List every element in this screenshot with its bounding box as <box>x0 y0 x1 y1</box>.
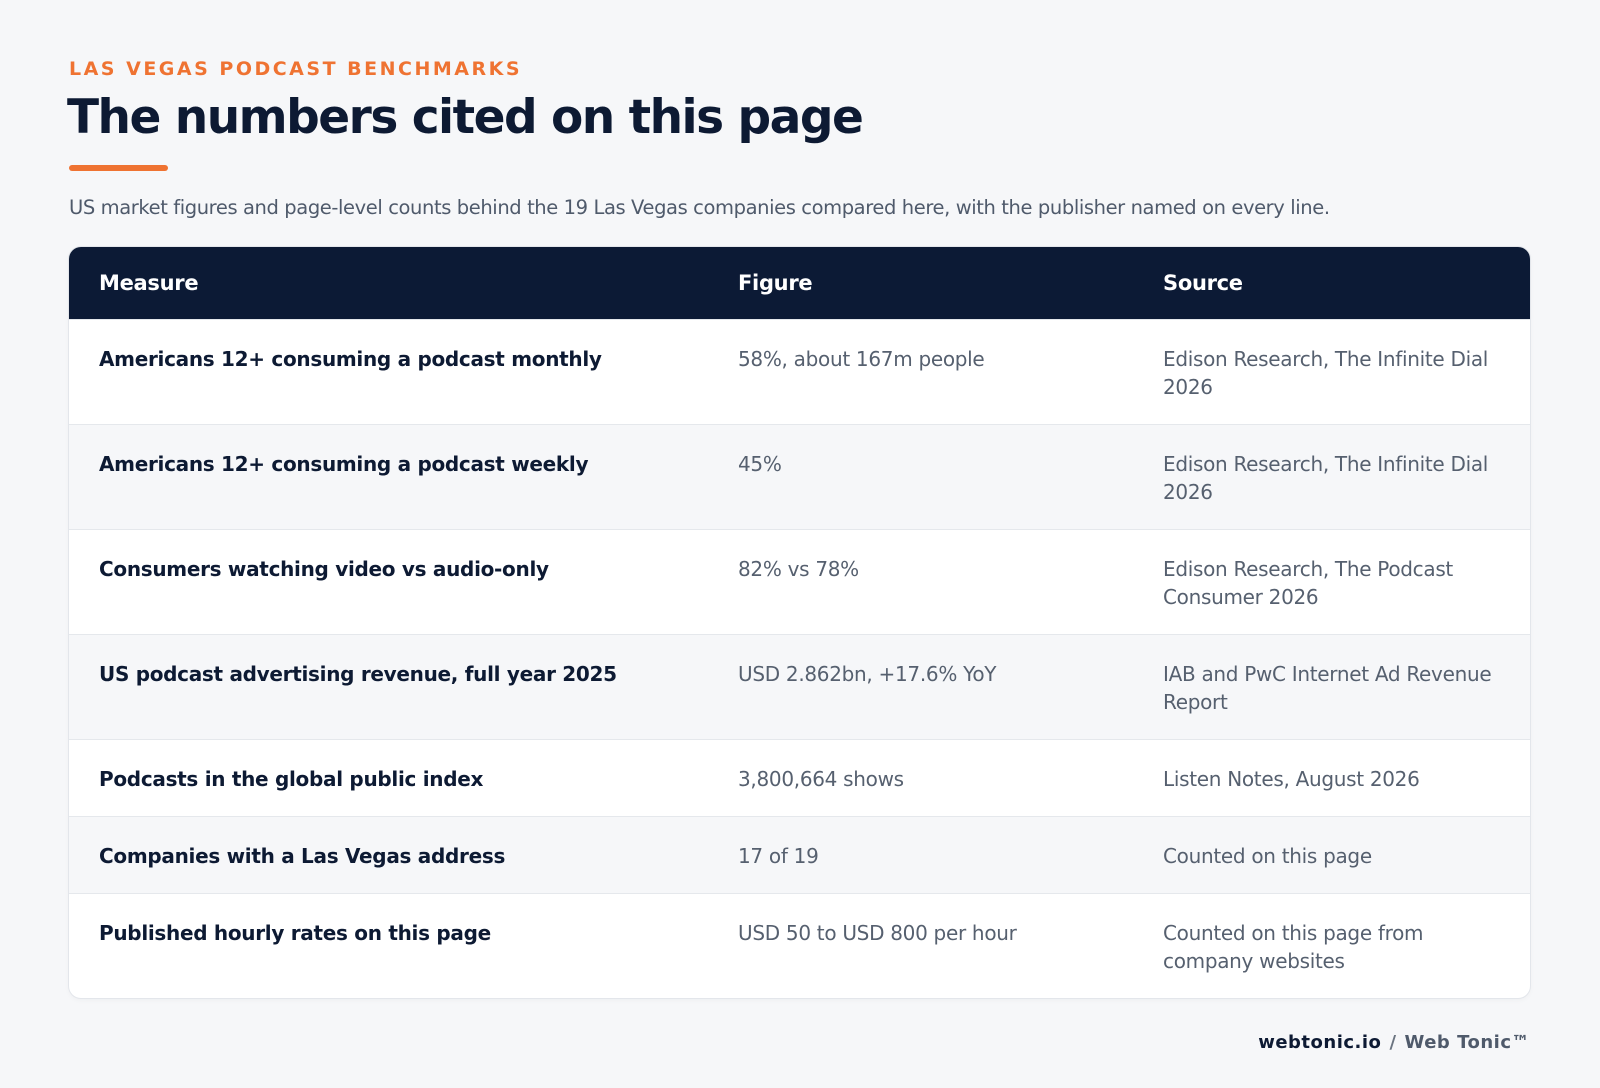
table-row: US podcast advertising revenue, full yea… <box>69 634 1530 740</box>
table-row: Companies with a Las Vegas address 17 of … <box>69 816 1530 894</box>
figure-cell: USD 50 to USD 800 per hour <box>708 893 1133 998</box>
figure-cell: 45% <box>708 424 1133 530</box>
table-row: Americans 12+ consuming a podcast weekly… <box>69 424 1530 530</box>
source-cell: IAB and PwC Internet Ad Revenue Report <box>1133 634 1530 740</box>
footer: webtonic.io / Web Tonic™ <box>1258 1032 1530 1053</box>
table-row: Podcasts in the global public index 3,800… <box>69 739 1530 817</box>
title-underline <box>69 165 168 171</box>
table: Measure Figure Source Americans 12+ consum… <box>69 247 1530 998</box>
eyebrow: LAS VEGAS PODCAST BENCHMARKS <box>69 58 523 80</box>
source-cell: Edison Research, The Podcast Consumer 20… <box>1133 529 1530 635</box>
footer-brand: Web Tonic™ <box>1404 1032 1530 1053</box>
source-cell: Edison Research, The Infinite Dial 2026 <box>1133 319 1530 425</box>
source-cell: Counted on this page from company websit… <box>1133 893 1530 998</box>
subtitle: US market figures and page-level counts … <box>69 196 1330 219</box>
title: The numbers cited on this page <box>67 90 864 145</box>
measure-cell: Published hourly rates on this page <box>69 893 708 998</box>
column-header: Figure <box>708 247 1133 320</box>
source-cell: Counted on this page <box>1133 816 1530 894</box>
figure-cell: 3,800,664 shows <box>708 739 1133 817</box>
source-cell: Edison Research, The Infinite Dial 2026 <box>1133 424 1530 530</box>
source-cell: Listen Notes, August 2026 <box>1133 739 1530 817</box>
measure-cell: Consumers watching video vs audio-only <box>69 529 708 635</box>
measure-cell: US podcast advertising revenue, full yea… <box>69 634 708 740</box>
table-row: Americans 12+ consuming a podcast monthl… <box>69 319 1530 425</box>
figure-cell: USD 2.862bn, +17.6% YoY <box>708 634 1133 740</box>
figure-cell: 82% vs 78% <box>708 529 1133 635</box>
measure-cell: Podcasts in the global public index <box>69 739 708 817</box>
table-row: Published hourly rates on this page USD 5… <box>69 893 1530 998</box>
figure-cell: 58%, about 167m people <box>708 319 1133 425</box>
table-row: Consumers watching video vs audio-only 82… <box>69 529 1530 635</box>
column-header: Source <box>1133 247 1530 320</box>
table-card: Measure Figure Source Americans 12+ consum… <box>69 247 1530 998</box>
measure-cell: Americans 12+ consuming a podcast monthl… <box>69 319 708 425</box>
footer-separator: / <box>1389 1032 1397 1053</box>
footer-site: webtonic.io <box>1258 1032 1382 1053</box>
figure-cell: 17 of 19 <box>708 816 1133 894</box>
measure-cell: Companies with a Las Vegas address <box>69 816 708 894</box>
column-header: Measure <box>69 247 708 320</box>
header-row: Measure Figure Source <box>69 247 1530 320</box>
measure-cell: Americans 12+ consuming a podcast weekly <box>69 424 708 530</box>
